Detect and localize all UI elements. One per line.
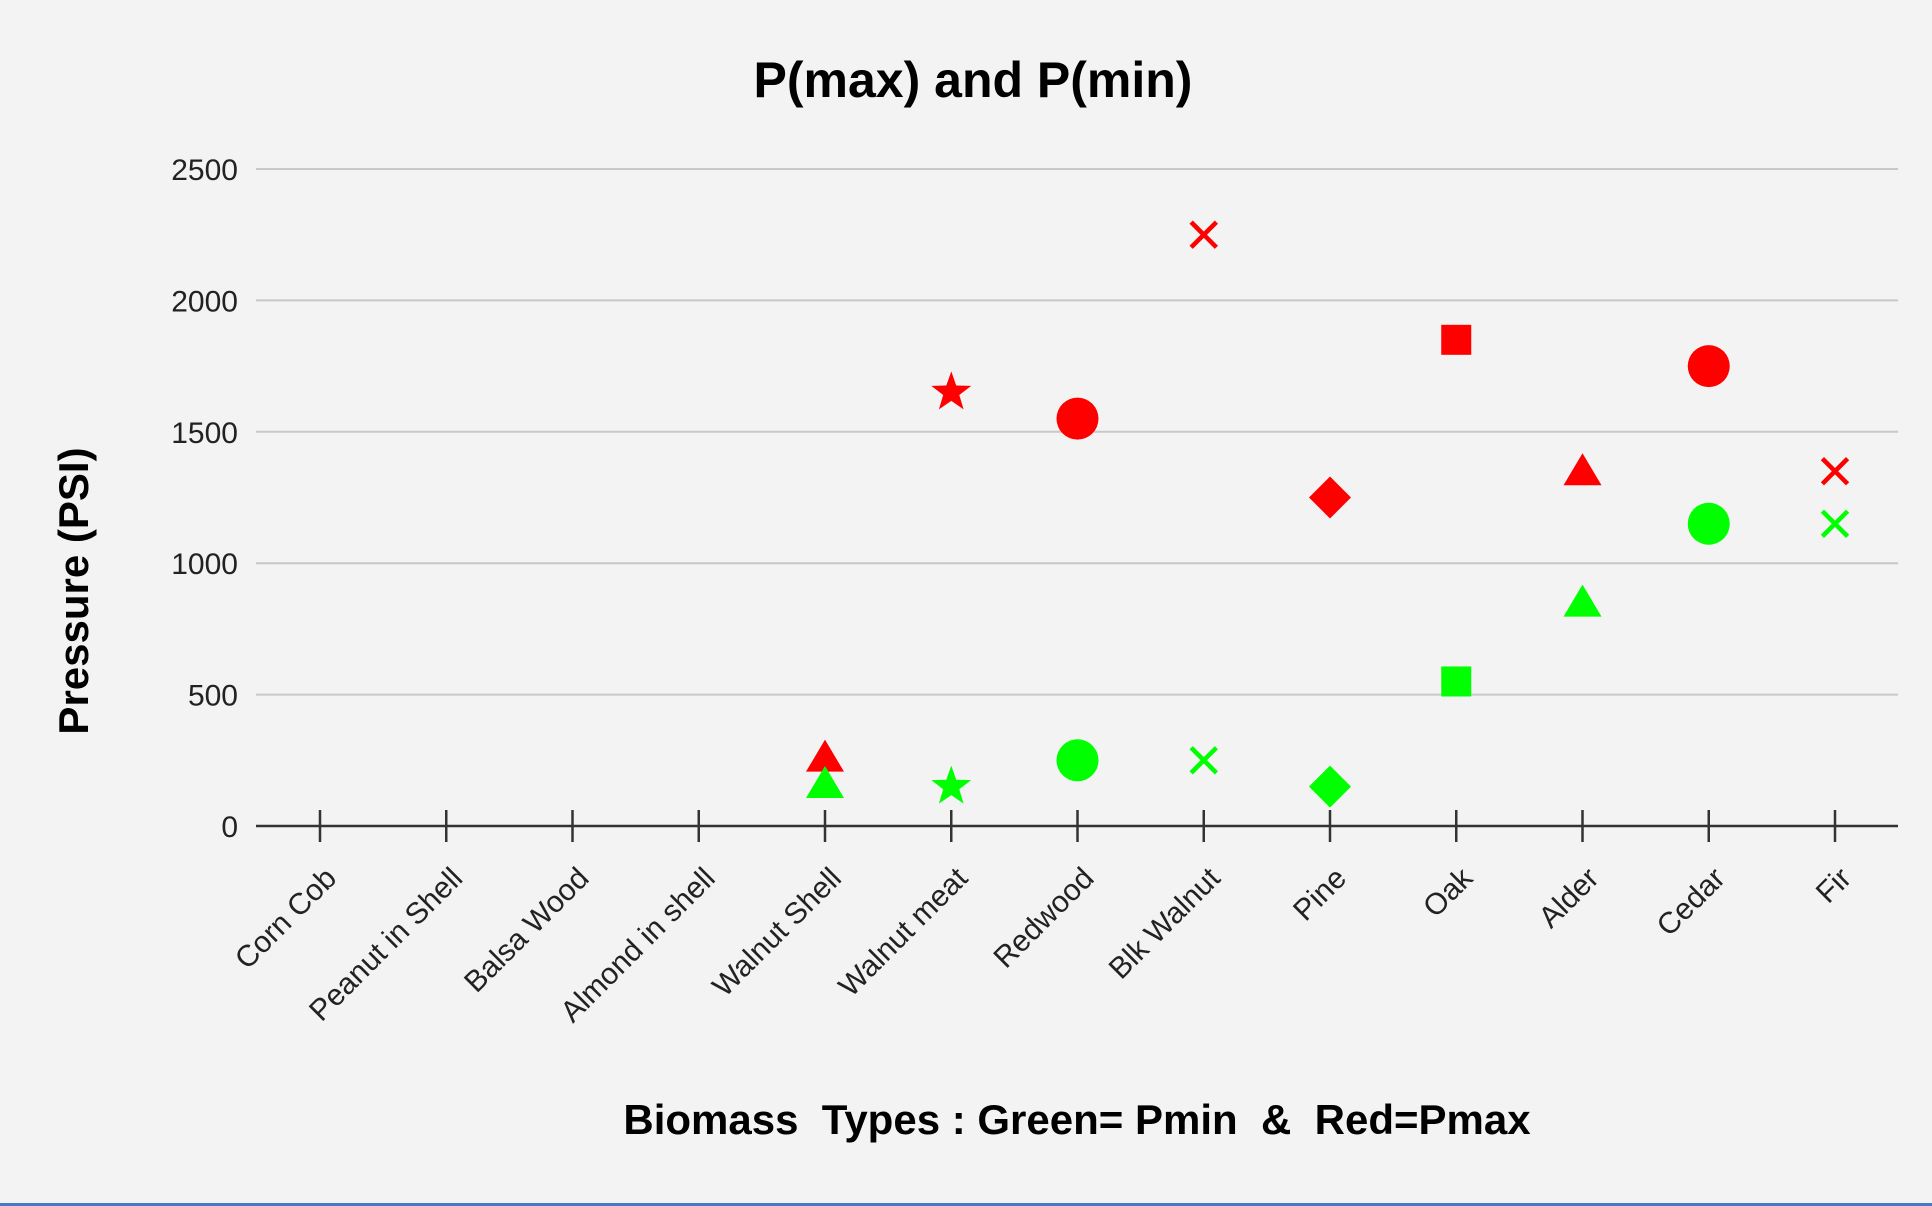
marker-triangle <box>806 739 844 772</box>
y-tick-label: 1000 <box>171 548 238 581</box>
y-axis-title: Pressure (PSI) <box>50 447 97 734</box>
marker-x <box>1189 220 1218 249</box>
x-tick-label: Balsa Wood <box>458 862 595 999</box>
marker-x <box>1189 746 1218 775</box>
y-tick-label: 500 <box>188 680 238 713</box>
x-axis-title: Biomass Types : Green= Pmin & Red=Pmax <box>623 1096 1531 1143</box>
x-tick-label: Walnut meat <box>833 861 975 1003</box>
x-tick-label: Fir <box>1810 862 1858 910</box>
x-tick-label: Corn Cob <box>229 862 343 976</box>
marker-circle <box>1687 502 1730 545</box>
marker-triangle <box>1563 584 1602 617</box>
y-axis-ticks: 0 500 1000 1500 2000 2500 <box>171 154 238 844</box>
chart-title: P(max) and P(min) <box>754 52 1193 108</box>
x-tick-label: Cedar <box>1651 862 1732 943</box>
x-tick-label: Redwood <box>987 862 1100 975</box>
marker-square <box>1441 666 1472 697</box>
marker-diamond <box>1309 765 1351 808</box>
x-tick-label: Alder <box>1533 862 1606 935</box>
x-axis <box>256 810 1898 842</box>
marker-square <box>1441 324 1472 355</box>
y-tick-label: 2000 <box>171 285 238 318</box>
bottom-border <box>0 1203 1932 1206</box>
marker-star <box>931 371 972 410</box>
x-tick-label: Oak <box>1417 861 1480 924</box>
marker-triangle <box>1563 453 1602 486</box>
x-tick-label: Blk Walnut <box>1103 861 1227 985</box>
marker-x <box>1820 509 1850 538</box>
y-tick-label: 1500 <box>171 417 238 450</box>
data-points <box>806 220 1850 808</box>
marker-triangle <box>806 765 844 798</box>
y-tick-label: 2500 <box>171 154 238 187</box>
marker-x <box>1820 457 1850 486</box>
marker-circle <box>1056 397 1099 440</box>
x-tick-label: Walnut Shell <box>706 862 848 1004</box>
marker-star <box>931 765 972 804</box>
y-tick-label: 0 <box>221 811 238 844</box>
marker-circle <box>1687 345 1730 388</box>
marker-circle <box>1056 739 1099 782</box>
marker-diamond <box>1309 476 1351 519</box>
x-tick-label: Pine <box>1287 862 1353 928</box>
